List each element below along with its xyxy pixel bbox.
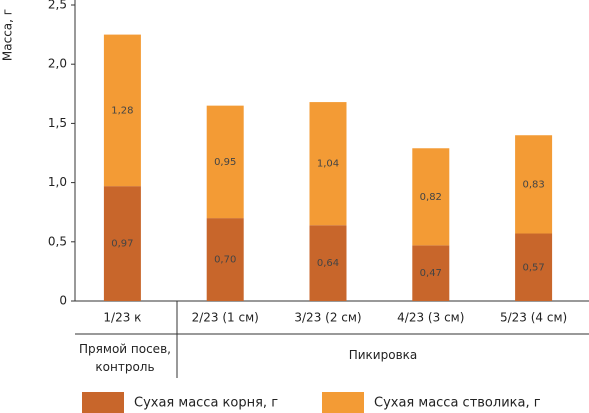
x-tick-label: 2/23 (1 см) (192, 311, 259, 325)
bar-segment (206, 218, 244, 301)
x-tick-label: 5/23 (4 см) (500, 311, 567, 325)
x-tick-label: 4/23 (3 см) (397, 311, 464, 325)
y-tick-label: 2,5 (48, 0, 67, 12)
bar-segment (515, 233, 553, 301)
y-tick-label: 1,0 (48, 175, 67, 189)
value-label: 0,47 (420, 268, 442, 279)
bar-segment (412, 148, 450, 246)
bar-segment (309, 225, 347, 301)
bar-segment (515, 135, 553, 234)
x-tick-label: 3/23 (2 см) (294, 311, 361, 325)
legend-label: Сухая масса корня, г (134, 396, 278, 411)
value-label: 0,97 (111, 239, 133, 250)
group-label: Прямой посев, контроль (79, 342, 171, 374)
bar-segment (206, 105, 244, 219)
legend-swatch (82, 392, 124, 413)
bar-segment (412, 245, 450, 301)
x-tick-label: 1/23 к (103, 311, 141, 325)
value-label: 0,70 (214, 255, 236, 266)
y-tick-label: 0 (59, 294, 67, 308)
value-label: 0,95 (214, 157, 236, 168)
bar-segment (309, 102, 347, 226)
legend-label: Сухая масса стволика, г (374, 396, 541, 411)
value-label: 0,83 (522, 179, 544, 190)
bar-segment (103, 34, 141, 187)
legend-swatch (322, 392, 364, 413)
y-tick-label: 2,0 (48, 57, 67, 71)
group-label: Пикировка (348, 348, 418, 362)
bar-segment (103, 186, 141, 301)
value-label: 0,64 (317, 258, 339, 269)
value-label: 0,82 (420, 192, 442, 203)
value-label: 1,04 (317, 159, 339, 170)
y-tick-label: 1,5 (48, 116, 67, 130)
value-label: 1,28 (111, 105, 133, 116)
y-axis-label: Масса, г (1, 9, 15, 61)
value-label: 0,57 (522, 262, 544, 273)
y-tick-label: 0,5 (48, 234, 67, 248)
